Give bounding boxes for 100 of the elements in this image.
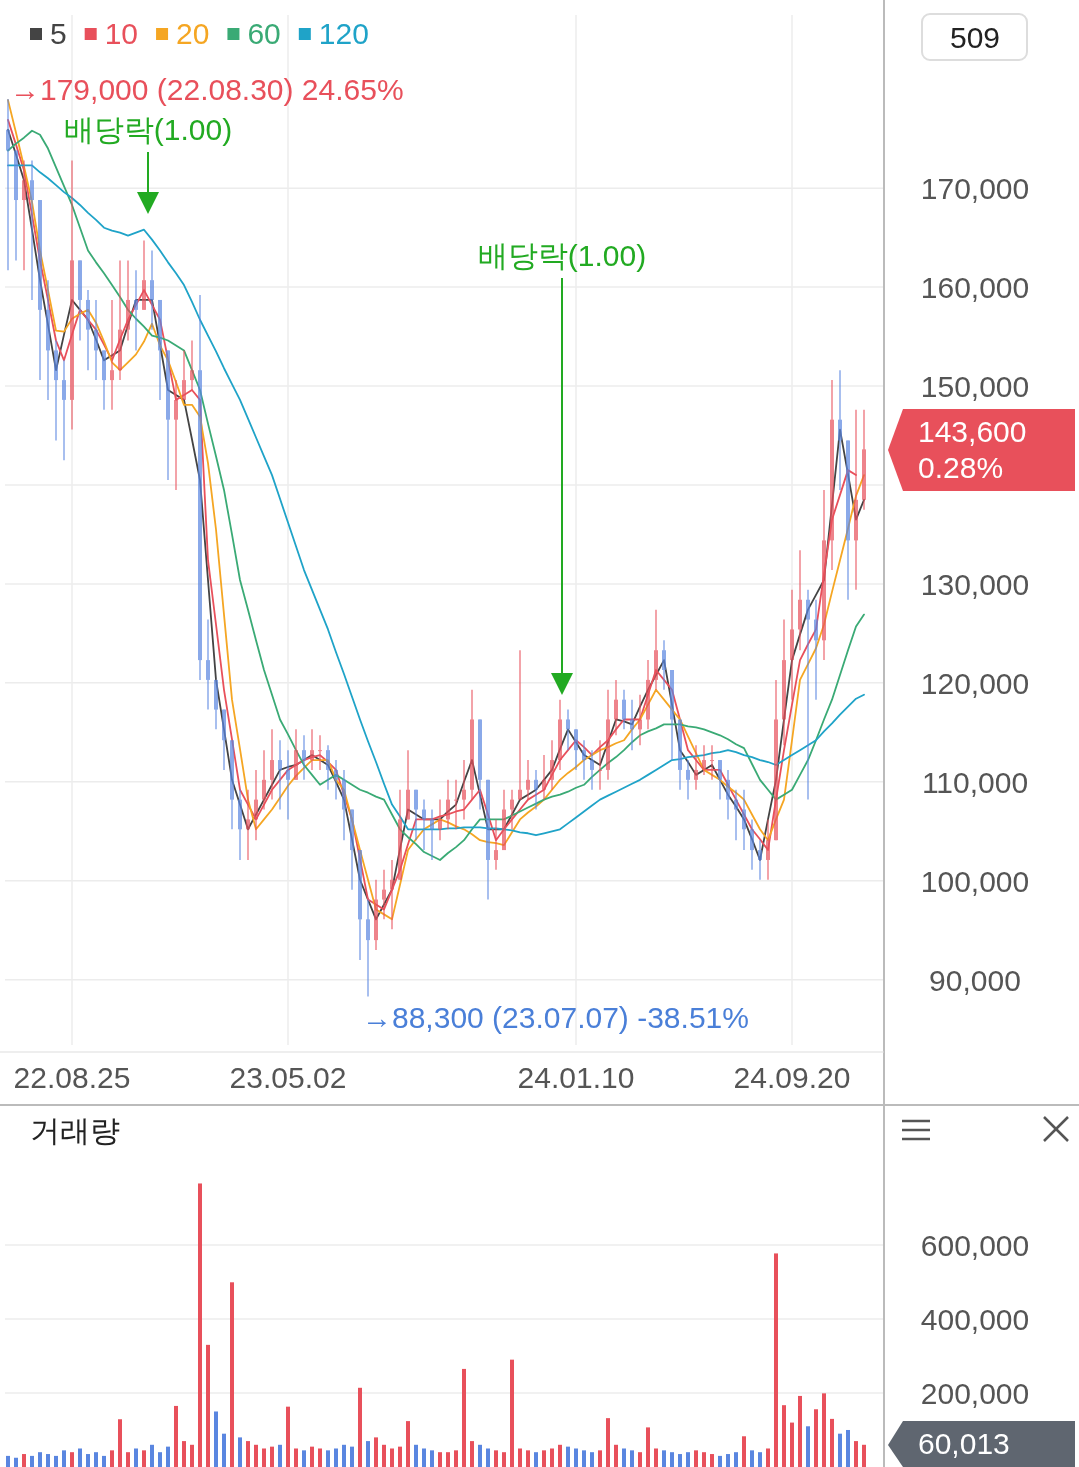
bar [422, 1448, 426, 1467]
bar [206, 1344, 210, 1467]
bar [262, 1448, 266, 1467]
bar [526, 1450, 530, 1467]
candlestick [334, 759, 338, 801]
bar [614, 1444, 618, 1467]
bar [38, 1452, 42, 1467]
bar [174, 1405, 178, 1467]
candlestick [614, 679, 618, 737]
bar [150, 1444, 154, 1467]
candlestick [262, 749, 266, 811]
bar [790, 1422, 794, 1467]
bar [214, 1411, 218, 1467]
candlestick [694, 744, 698, 791]
bar [438, 1452, 442, 1467]
bar [814, 1409, 818, 1467]
bar [414, 1444, 418, 1467]
y-tick-label: 120,000 [920, 666, 1030, 700]
candlestick [542, 754, 546, 801]
candlestick [742, 788, 746, 851]
candlestick [286, 749, 290, 821]
bar [46, 1454, 50, 1467]
bar [742, 1436, 746, 1467]
bar [310, 1446, 314, 1467]
annotation: →179,000 (22.08.30) 24.65% [10, 73, 404, 106]
bar [686, 1452, 690, 1467]
bar [518, 1448, 522, 1467]
bar [94, 1452, 98, 1467]
bar [134, 1448, 138, 1467]
bar [598, 1450, 602, 1467]
bar [582, 1450, 586, 1467]
bar [822, 1393, 826, 1467]
bar [854, 1441, 858, 1467]
candlestick [534, 769, 538, 811]
candlestick [150, 249, 154, 331]
bar [702, 1452, 706, 1467]
bar [390, 1448, 394, 1467]
candlestick [758, 839, 762, 881]
bar [654, 1448, 658, 1467]
bar [838, 1433, 842, 1467]
y-tick-label: 600,000 [920, 1228, 1030, 1262]
y-tick-label: 110,000 [921, 765, 1029, 799]
x-tick-label: 24.01.10 [517, 1061, 635, 1094]
bar [694, 1450, 698, 1467]
bar [494, 1450, 498, 1467]
candlestick [750, 818, 754, 871]
bar [294, 1448, 298, 1467]
candlestick [174, 379, 178, 491]
bar [782, 1405, 786, 1467]
candlestick [590, 749, 594, 791]
annotation: 배당락(1.00) [63, 113, 233, 146]
candlestick [94, 299, 98, 381]
bar [462, 1368, 466, 1467]
candlestick [630, 698, 634, 751]
candlestick [254, 769, 258, 841]
y-tick-label: 200,000 [920, 1376, 1030, 1410]
candlestick [6, 98, 10, 272]
bar [358, 1387, 362, 1467]
bar [646, 1427, 650, 1467]
bar [550, 1448, 554, 1467]
bar [230, 1282, 234, 1467]
y-tick-label: 170,000 [920, 172, 1030, 206]
candlestick [430, 808, 434, 861]
bar [198, 1183, 202, 1467]
bar [542, 1450, 546, 1467]
bar [14, 1457, 18, 1467]
bar [566, 1446, 570, 1467]
candlestick [702, 744, 706, 776]
candlestick [686, 759, 690, 801]
bar [710, 1454, 714, 1467]
bar [102, 1455, 106, 1467]
bar [846, 1429, 850, 1467]
candlestick [438, 798, 442, 841]
bar [758, 1452, 762, 1467]
bar [774, 1253, 778, 1467]
bar [334, 1448, 338, 1467]
bar [398, 1446, 402, 1467]
bar [126, 1452, 130, 1467]
annotation: 배당락(1.00) [477, 239, 647, 272]
bar [246, 1441, 250, 1467]
candlestick [446, 779, 450, 831]
bar [318, 1448, 322, 1467]
bar [54, 1455, 58, 1467]
candlestick [710, 744, 714, 781]
candlestick [366, 898, 370, 998]
x-tick-label: 22.08.25 [13, 1061, 131, 1094]
bar [718, 1455, 722, 1467]
candlestick [622, 689, 626, 731]
bar [726, 1454, 730, 1467]
bar [606, 1418, 610, 1467]
candlestick [494, 818, 498, 871]
bar [374, 1437, 378, 1467]
bar [502, 1452, 506, 1467]
candlestick [206, 618, 210, 711]
bar [574, 1448, 578, 1467]
bar [406, 1421, 410, 1467]
bar [678, 1454, 682, 1467]
candlestick [550, 739, 554, 791]
bar [638, 1452, 642, 1467]
candlestick [310, 728, 314, 771]
